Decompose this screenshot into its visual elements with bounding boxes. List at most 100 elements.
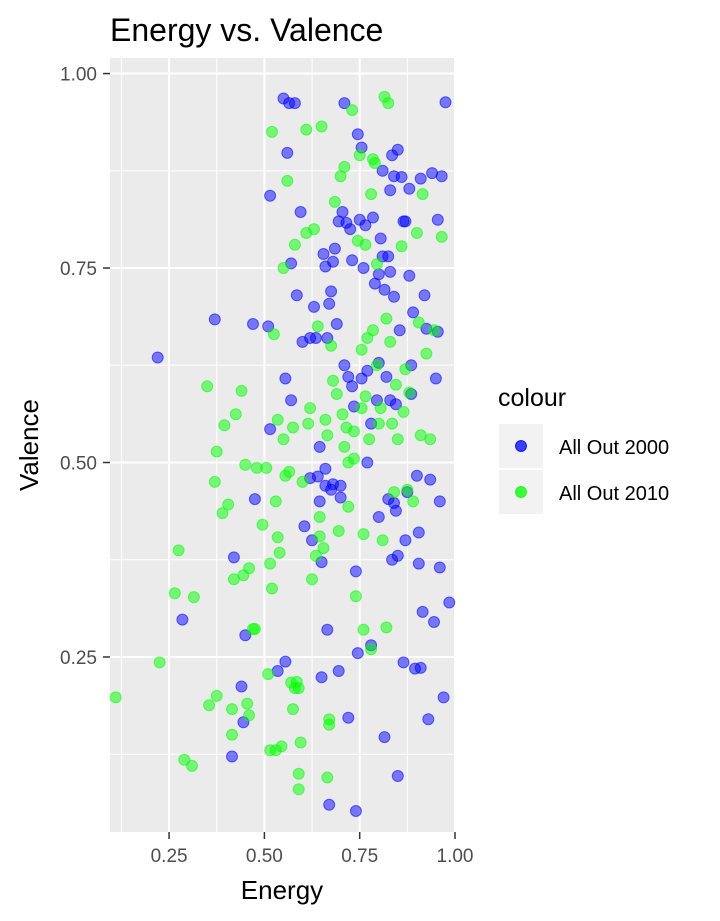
data-point (361, 364, 374, 377)
data-point (292, 767, 305, 780)
data-point (338, 440, 351, 453)
data-point (410, 469, 423, 482)
data-point (292, 682, 305, 695)
data-point (397, 656, 410, 669)
data-point (349, 805, 362, 817)
data-point (201, 380, 214, 393)
data-point (437, 691, 450, 704)
data-point (281, 146, 294, 159)
data-point (248, 493, 261, 506)
data-point (203, 699, 216, 712)
data-point (168, 587, 181, 600)
data-point (346, 254, 359, 267)
data-point (338, 97, 351, 110)
data-point (298, 520, 311, 533)
data-point (315, 120, 328, 133)
data-point (399, 534, 412, 547)
data-point (429, 372, 442, 385)
data-point (443, 596, 456, 609)
data-point (435, 230, 448, 243)
data-point (380, 370, 393, 383)
data-point (300, 123, 313, 136)
data-point (386, 417, 399, 430)
data-point (321, 771, 334, 784)
data-point (187, 591, 200, 604)
data-point (391, 143, 404, 156)
data-point (357, 623, 370, 636)
data-point (319, 462, 332, 475)
data-point (416, 188, 429, 201)
data-point (327, 374, 339, 387)
data-point (374, 232, 387, 245)
data-point (346, 104, 359, 117)
data-point (267, 328, 280, 341)
data-point (336, 206, 349, 218)
data-point (403, 386, 416, 399)
data-point (288, 97, 301, 110)
data-point (368, 157, 381, 169)
data-point (359, 219, 372, 232)
data-point (229, 408, 242, 421)
data-point (256, 518, 269, 531)
data-point (384, 335, 397, 348)
y-tick-label: 0.75 (60, 259, 97, 280)
legend-key-all-out-2010 (515, 486, 527, 498)
data-point (334, 479, 347, 492)
data-point (243, 709, 256, 722)
data-point (391, 770, 404, 782)
data-point (208, 313, 221, 326)
data-point (235, 384, 248, 397)
data-point (279, 655, 292, 668)
data-point (287, 703, 299, 716)
data-point (349, 590, 362, 603)
data-point (399, 215, 412, 228)
data-point (348, 425, 360, 438)
data-point (403, 182, 416, 195)
data-point (109, 691, 122, 704)
data-point (269, 495, 282, 508)
data-point (388, 290, 400, 303)
data-point (349, 565, 362, 578)
data-point (304, 402, 317, 415)
data-point (388, 486, 400, 499)
data-point (323, 713, 336, 726)
data-point (248, 623, 261, 635)
data-point (309, 549, 322, 562)
y-tick-label: 0.25 (60, 648, 97, 669)
data-point (428, 616, 440, 628)
data-point (418, 289, 431, 302)
data-point (306, 573, 318, 586)
data-point (294, 206, 307, 218)
x-tick-label: 1.00 (437, 846, 474, 867)
data-point (433, 561, 446, 574)
data-point (357, 528, 370, 541)
data-point (389, 398, 402, 411)
data-point (382, 250, 395, 263)
data-point (372, 268, 385, 281)
data-point (393, 324, 406, 337)
data-point (370, 359, 383, 372)
data-point (277, 433, 290, 446)
data-point (313, 440, 326, 453)
chart-title: Energy vs. Valence (110, 12, 383, 48)
data-point (271, 413, 284, 426)
data-point (323, 297, 336, 310)
data-point (338, 160, 351, 173)
data-point (361, 456, 374, 469)
data-point (176, 613, 189, 626)
data-point (275, 740, 288, 753)
data-point (372, 511, 385, 523)
data-point (355, 343, 368, 356)
data-point (271, 531, 284, 544)
x-tick-label: 0.50 (246, 846, 283, 867)
data-point (424, 473, 437, 486)
data-point (353, 149, 366, 162)
series-all-out-2010 (109, 90, 448, 796)
data-point (226, 750, 238, 763)
y-tick-label: 0.50 (60, 454, 97, 475)
data-point (311, 320, 324, 333)
data-point (367, 324, 379, 337)
data-point (384, 265, 397, 278)
data-point (328, 242, 341, 255)
